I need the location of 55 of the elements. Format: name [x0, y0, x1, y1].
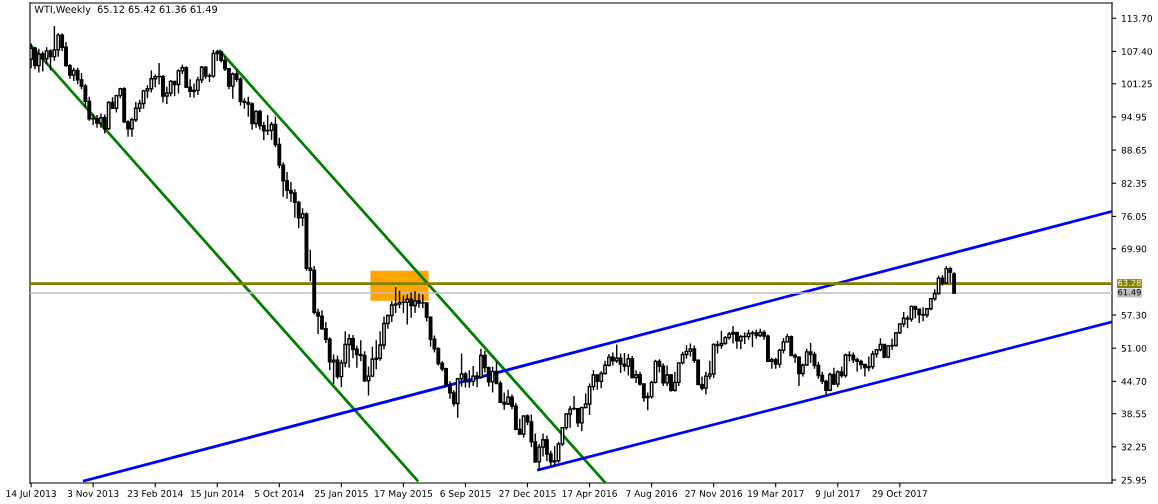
- x-tick-label: 27 Dec 2015: [499, 490, 556, 497]
- x-tick-label: 19 Mar 2017: [748, 490, 804, 497]
- y-tick-label: 32.25: [1121, 443, 1147, 451]
- candlestick: [347, 333, 352, 369]
- candlestick: [265, 114, 270, 136]
- y-tick-label: 88.65: [1121, 146, 1147, 154]
- y-tick-label: 57.30: [1121, 311, 1147, 319]
- y-tick-label: 69.90: [1121, 245, 1147, 253]
- candlestick: [544, 434, 549, 463]
- x-tick-label: 5 Oct 2014: [254, 490, 304, 497]
- x-tick-label: 27 Nov 2016: [685, 490, 742, 497]
- candlestick: [731, 325, 735, 345]
- x-tick-label: 3 Nov 2013: [67, 490, 119, 497]
- candlestick: [40, 50, 45, 73]
- candlestick: [393, 286, 398, 314]
- x-tick-label: 15 Jun 2014: [191, 490, 244, 499]
- candlestick: [36, 48, 41, 74]
- candlestick: [413, 290, 417, 314]
- candlestick: [936, 274, 941, 296]
- candlestick: [665, 364, 670, 387]
- y-tick-label: 44.70: [1121, 378, 1147, 385]
- candlestick: [405, 293, 410, 326]
- x-tick-label: 17 May 2015: [374, 490, 433, 499]
- x-tick-label: 14 Jul 2013: [6, 489, 56, 499]
- x-tick-label: 25 Jan 2015: [314, 490, 368, 499]
- candlestick: [416, 292, 421, 309]
- x-tick-label: 6 Sep 2015: [440, 490, 491, 499]
- candlestick: [579, 405, 584, 433]
- y-tick-label: 107.40: [1122, 48, 1153, 55]
- y-tick-label: 113.70: [1122, 14, 1153, 22]
- y-tick-label: 38.55: [1121, 410, 1147, 418]
- y-tick-label: 101.25: [1122, 80, 1152, 88]
- chart-title: WTI,Weekly 65.12 65.42 61.36 61.49: [34, 5, 218, 15]
- ref-line-label: 61.49: [1118, 289, 1141, 296]
- y-tick-label: 51.00: [1121, 344, 1147, 352]
- candlestick: [33, 45, 37, 70]
- x-tick-label: 29 Oct 2017: [872, 490, 927, 497]
- candlestick: [618, 352, 623, 374]
- x-tick-label: 7 Aug 2016: [626, 490, 678, 499]
- y-tick-label: 94.95: [1121, 113, 1147, 121]
- ref-line-label: 63.28: [1118, 279, 1141, 286]
- candlestick: [471, 365, 476, 387]
- candlestick: [952, 271, 957, 295]
- x-tick-label: 17 Apr 2016: [562, 490, 617, 499]
- candlestick: [230, 71, 235, 100]
- x-tick-label: 9 Jul 2017: [815, 489, 860, 499]
- candlestick: [622, 352, 627, 373]
- y-tick-label: 76.05: [1121, 213, 1147, 220]
- candlestick: [614, 343, 619, 364]
- y-tick-label: 82.35: [1121, 179, 1147, 187]
- candlestick: [661, 362, 666, 387]
- candlestick: [797, 355, 801, 387]
- candlestick: [870, 350, 875, 370]
- x-tick-label: 23 Feb 2014: [127, 489, 183, 497]
- y-tick-label: 25.95: [1121, 476, 1147, 484]
